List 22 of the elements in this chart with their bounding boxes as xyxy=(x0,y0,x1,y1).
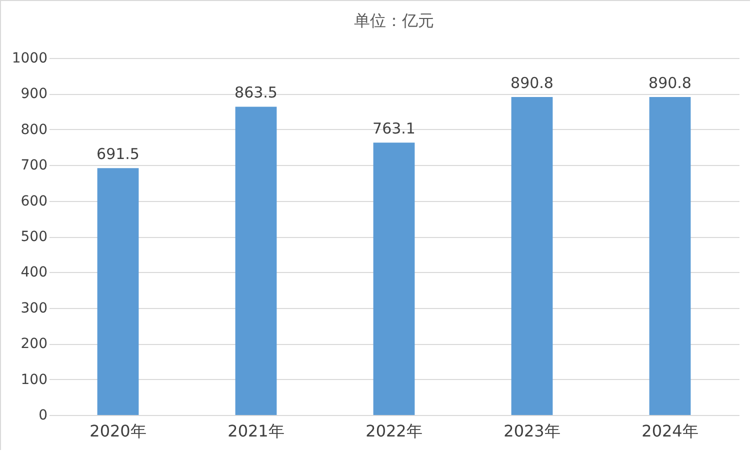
data-label: 890.8 xyxy=(510,74,554,92)
x-tick-label: 2021年 xyxy=(228,422,284,440)
y-tick-label: 100 xyxy=(20,372,48,388)
x-tick-label: 2023年 xyxy=(504,422,560,440)
y-tick-label: 200 xyxy=(20,336,48,352)
y-tick-label: 400 xyxy=(20,264,48,281)
y-tick-label: 1000 xyxy=(12,50,48,66)
x-tick-label: 2022年 xyxy=(366,422,422,440)
y-tick-label: 500 xyxy=(20,229,48,245)
y-tick-label: 900 xyxy=(20,86,48,102)
y-tick-label: 0 xyxy=(38,408,48,424)
y-tick-label: 800 xyxy=(20,122,48,138)
data-label: 763.1 xyxy=(372,120,416,138)
x-tick-label: 2024年 xyxy=(642,422,698,440)
data-label: 863.5 xyxy=(234,84,278,102)
x-tick-label: 2020年 xyxy=(90,422,146,440)
chart-title: 单位：亿元 xyxy=(354,11,434,30)
y-tick-label: 300 xyxy=(20,300,48,316)
y-tick-label: 600 xyxy=(20,193,48,210)
data-label: 691.5 xyxy=(96,145,140,164)
data-label: 890.8 xyxy=(648,74,692,92)
y-tick-label: 700 xyxy=(20,158,48,174)
